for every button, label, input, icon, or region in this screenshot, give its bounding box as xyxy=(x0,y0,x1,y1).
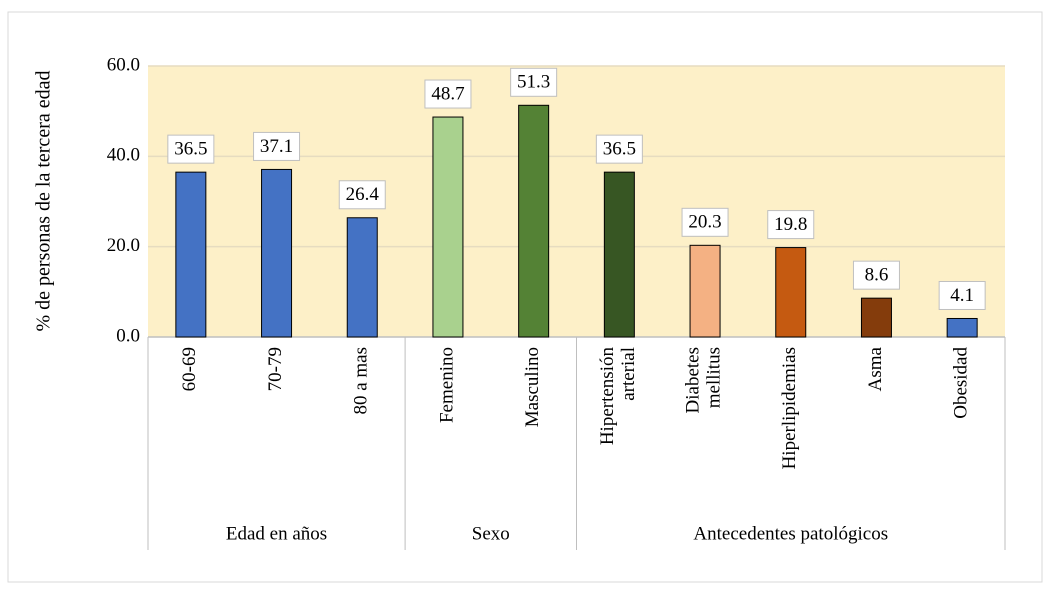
value-label: 19.8 xyxy=(774,214,807,235)
y-axis-label: % de personas de la tercera edad xyxy=(33,71,55,332)
value-label-box xyxy=(424,79,472,109)
group-label: Antecedentes patológicos xyxy=(693,523,888,544)
x-tick-label: Obesidad xyxy=(951,347,972,419)
value-label: 26.4 xyxy=(346,184,380,205)
x-tick-label: Hipertensiónarterial xyxy=(597,347,639,446)
y-tick-label: 40.0 xyxy=(107,145,140,166)
bar xyxy=(261,168,293,338)
x-tick-label: 80 a mas xyxy=(351,347,372,415)
value-label-box xyxy=(852,260,900,290)
bar xyxy=(775,247,807,338)
bar xyxy=(518,104,550,338)
bar xyxy=(689,244,721,338)
value-label-box xyxy=(167,134,215,164)
bar xyxy=(432,116,464,338)
y-tick-label: 0.0 xyxy=(116,325,140,346)
y-tick-label: 20.0 xyxy=(107,235,140,256)
y-tick-label: 60.0 xyxy=(107,54,140,75)
bar xyxy=(346,217,378,338)
value-label-box xyxy=(338,180,386,210)
value-label: 4.1 xyxy=(950,285,974,306)
value-label: 36.5 xyxy=(174,139,207,160)
group-label: Sexo xyxy=(472,523,510,544)
value-label: 20.3 xyxy=(688,212,721,233)
value-label-box xyxy=(767,210,815,240)
x-tick-label: Diabetesmellitus xyxy=(683,347,725,413)
x-tick-label: Hiperlipidemias xyxy=(779,347,800,469)
value-label-box xyxy=(510,67,558,97)
bar xyxy=(946,317,978,338)
value-label-box xyxy=(595,134,643,164)
value-label: 37.1 xyxy=(260,136,293,157)
value-label: 36.5 xyxy=(603,139,636,160)
bar xyxy=(175,171,207,338)
x-tick-label: Masculino xyxy=(522,347,543,427)
x-tick-label: Asma xyxy=(865,346,886,391)
value-label-box xyxy=(938,280,986,310)
x-tick-label: 70-79 xyxy=(265,347,286,391)
bar xyxy=(860,297,892,338)
value-label: 48.7 xyxy=(431,83,464,104)
value-label-box xyxy=(253,131,301,161)
x-tick-label: Femenino xyxy=(436,347,457,423)
value-label: 51.3 xyxy=(517,72,550,93)
group-label: Edad en años xyxy=(226,523,327,544)
x-tick-label: 60-69 xyxy=(179,347,200,391)
value-label-box xyxy=(681,207,729,237)
value-label: 8.6 xyxy=(865,265,889,286)
bar xyxy=(603,171,635,338)
